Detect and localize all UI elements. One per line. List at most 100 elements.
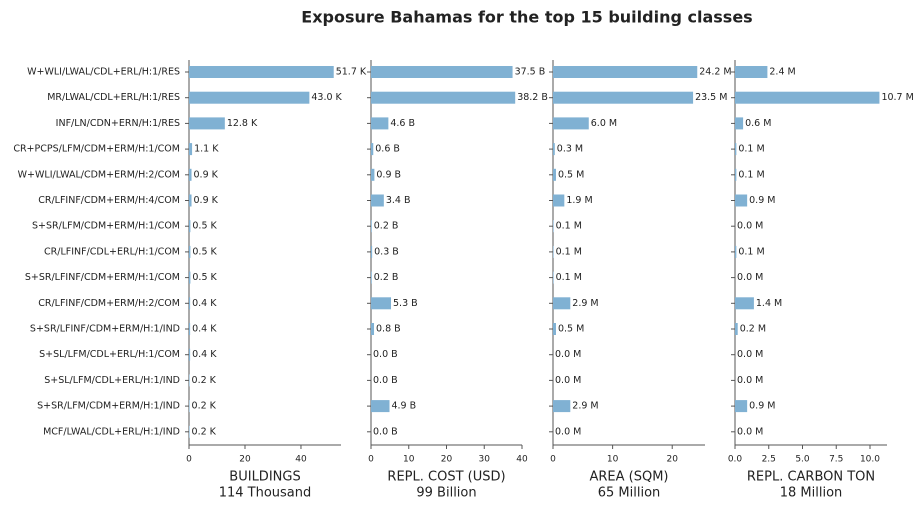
value-label: 0.3 M: [557, 144, 583, 155]
value-label: 0.0 M: [555, 375, 581, 386]
value-label: 0.1 M: [556, 246, 582, 257]
bar: [371, 66, 513, 78]
value-label: 0.5 M: [558, 324, 584, 335]
value-label: 0.9 K: [194, 195, 219, 206]
value-label: 0.9 B: [376, 169, 401, 180]
category-label: S+SR/LFM/CDM+ERM/H:1/COM: [32, 221, 180, 232]
value-label: 0.0 B: [373, 375, 398, 386]
value-label: 0.2 B: [374, 272, 399, 283]
value-label: 0.8 B: [376, 324, 401, 335]
bar: [189, 425, 190, 438]
value-label: 0.2 M: [740, 324, 766, 335]
category-label: S+SR/LFM/CDM+ERM/H:1/IND: [37, 401, 180, 412]
bar: [735, 143, 737, 156]
value-label: 0.0 M: [737, 272, 763, 283]
bar: [189, 271, 191, 284]
x-axis-label: BUILDINGS: [229, 470, 300, 485]
value-label: 0.0 M: [555, 426, 581, 437]
bar: [553, 66, 698, 78]
bar: [735, 245, 737, 258]
bar: [371, 245, 373, 258]
value-label: 1.9 M: [566, 195, 592, 206]
value-label: 43.0 K: [311, 92, 342, 103]
bar: [371, 168, 375, 181]
bar: [189, 66, 334, 78]
bar: [189, 143, 193, 156]
category-label: CR/LFINF/CDM+ERM/H:2/COM: [38, 298, 180, 309]
value-label: 0.6 M: [745, 118, 771, 129]
value-label: 2.4 M: [769, 67, 795, 78]
value-label: 3.4 B: [386, 195, 411, 206]
value-label: 0.4 K: [192, 324, 217, 335]
value-label: 0.0 M: [737, 375, 763, 386]
bar: [553, 245, 554, 258]
value-label: 51.7 K: [336, 67, 367, 78]
bar: [553, 400, 571, 413]
x-axis-label: REPL. CARBON TON: [747, 470, 875, 485]
value-label: 23.5 M: [695, 92, 727, 103]
x-tick-label: 2.5: [762, 455, 776, 465]
x-tick-label: 20: [666, 455, 678, 465]
bar: [371, 194, 384, 207]
bar: [735, 194, 748, 207]
x-tick-label: 0: [550, 455, 556, 465]
value-label: 0.0 M: [737, 349, 763, 360]
bar: [371, 400, 390, 413]
category-label: CR/LFINF/CDL+ERL/H:1/COM: [44, 246, 180, 257]
category-label: CR+PCPS/LFM/CDM+ERM/H:1/COM: [13, 144, 180, 155]
x-tick-label: 7.5: [829, 455, 843, 465]
bar: [553, 168, 556, 181]
bar: [553, 117, 589, 130]
value-label: 2.9 M: [572, 401, 598, 412]
x-tick-label: 40: [295, 455, 307, 465]
category-label: S+SR/LFINF/CDM+ERM/H:1/IND: [30, 324, 180, 335]
total-label: 99 Billion: [416, 486, 476, 501]
bar: [189, 374, 190, 387]
bar: [189, 323, 191, 335]
value-label: 0.2 K: [192, 375, 217, 386]
value-label: 1.1 K: [194, 144, 219, 155]
value-label: 12.8 K: [227, 118, 258, 129]
total-label: 114 Thousand: [219, 486, 312, 501]
category-label: W+WLI/LWAL/CDL+ERL/H:1/RES: [27, 67, 180, 78]
bar: [735, 168, 737, 181]
value-label: 2.9 M: [572, 298, 598, 309]
value-label: 0.0 B: [373, 349, 398, 360]
category-label: MR/LWAL/CDL+ERL/H:1/RES: [47, 92, 180, 103]
value-label: 37.5 B: [515, 67, 546, 78]
x-tick-label: 0.0: [728, 455, 743, 465]
value-label: 5.3 B: [393, 298, 418, 309]
value-label: 0.2 K: [192, 426, 217, 437]
total-label: 18 Million: [780, 486, 843, 501]
x-tick-label: 0: [368, 455, 374, 465]
value-label: 0.1 M: [738, 169, 764, 180]
category-label: CR/LFINF/CDM+ERM/H:4/COM: [38, 195, 180, 206]
bar: [735, 297, 754, 310]
bar: [735, 117, 744, 130]
x-tick-label: 20: [239, 455, 251, 465]
x-tick-label: 0: [186, 455, 192, 465]
bar: [553, 91, 694, 104]
category-label: W+WLI/LWAL/CDM+ERM/H:2/COM: [18, 169, 180, 180]
category-label: S+SL/LFM/CDL+ERL/H:1/COM: [39, 349, 180, 360]
value-label: 0.5 M: [558, 169, 584, 180]
value-label: 38.2 B: [517, 92, 548, 103]
x-axis-label: AREA (SQM): [589, 470, 668, 485]
value-label: 0.5 K: [192, 221, 217, 232]
bar: [189, 400, 190, 413]
bar: [735, 66, 768, 78]
value-label: 0.0 M: [555, 349, 581, 360]
value-label: 0.9 M: [749, 195, 775, 206]
bar: [189, 348, 191, 361]
value-label: 0.6 B: [375, 144, 400, 155]
x-tick-label: 10: [403, 455, 415, 465]
bar: [371, 143, 374, 156]
value-label: 10.7 M: [881, 92, 913, 103]
x-tick-label: 20: [441, 455, 453, 465]
bar: [553, 143, 555, 156]
value-label: 6.0 M: [591, 118, 617, 129]
value-label: 0.1 M: [556, 272, 582, 283]
bar: [371, 271, 372, 284]
bar: [371, 323, 375, 335]
value-label: 0.5 K: [192, 246, 217, 257]
